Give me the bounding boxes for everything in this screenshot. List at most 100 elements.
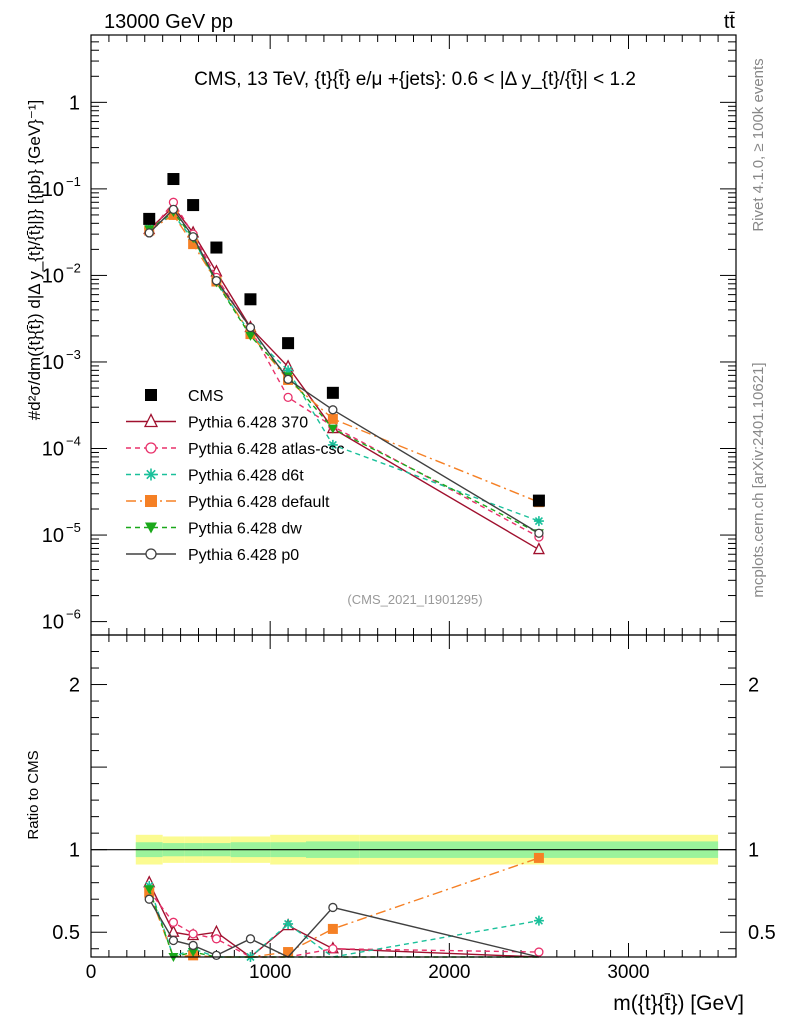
data-point: [327, 413, 338, 424]
data-point: [283, 918, 294, 929]
main-axes: 110−110−210−310−410−510−6: [42, 34, 736, 635]
y-tick-exponent: −4: [66, 434, 81, 449]
analysis-id: (CMS_2021_I1901295): [347, 592, 482, 607]
data-point: [144, 894, 154, 904]
data-point: [327, 439, 338, 450]
mcplots-label: mcplots.cern.ch [arXiv:2401.10621]: [750, 362, 767, 597]
header-left: 13000 GeV pp: [104, 11, 233, 33]
y-tick-exponent: −3: [66, 347, 81, 362]
data-point: [532, 494, 545, 507]
legend-label: Pythia 6.428 p0: [188, 547, 299, 564]
x-tick-label: 3000: [607, 962, 649, 983]
ratio-band: [91, 834, 736, 865]
ratio-series-line: [148, 890, 539, 958]
ratio-y-tick-label: 1: [69, 840, 80, 862]
data-point: [244, 293, 257, 306]
data-point: [245, 331, 256, 341]
legend-label: Pythia 6.428 default: [188, 494, 330, 511]
data-point: [210, 241, 223, 254]
legend-label: Pythia 6.428 dw: [188, 521, 302, 538]
data-point: [533, 852, 544, 863]
data-point: [283, 374, 293, 384]
data-point: [282, 337, 295, 350]
header-right: tt̄: [724, 11, 736, 33]
chart-title: CMS, 13 TeV, {t}{t̄} e/μ +{jets}: 0.6 < …: [194, 69, 636, 90]
main-panel: 110−110−210−310−410−510−6 CMS, 13 TeV, {…: [25, 34, 737, 636]
legend-label: Pythia 6.428 atlas-csc: [188, 441, 345, 458]
x-tick-label: 1000: [249, 962, 291, 983]
ratio-y-tick-label: 2: [69, 675, 80, 697]
data-point: [168, 204, 179, 215]
y-tick-exponent: −1: [66, 174, 81, 189]
y-tick-label: 10: [42, 525, 64, 547]
y-tick-label: 10: [42, 179, 64, 201]
data-point: [145, 548, 157, 560]
ratio-y-tick-label-right: 1: [748, 840, 759, 862]
data-point: [283, 392, 293, 403]
data-point: [534, 528, 544, 538]
data-point: [283, 365, 294, 376]
series-line: [148, 201, 540, 538]
data-point: [188, 948, 199, 958]
data-point: [188, 239, 199, 250]
data-point: [144, 885, 155, 895]
y-tick-label: 10: [42, 265, 64, 287]
data-point: [167, 173, 180, 186]
data-point: [328, 902, 338, 913]
data-point: [533, 516, 544, 527]
ratio-series-line: [148, 885, 540, 958]
data-point: [326, 386, 339, 399]
ratio-y-axis-label: Ratio to CMS: [25, 750, 42, 839]
data-point: [327, 424, 338, 434]
data-point: [168, 935, 179, 946]
legend-label: CMS: [188, 388, 224, 405]
data-point: [145, 522, 157, 534]
data-point: [143, 413, 159, 428]
series-line: [148, 211, 540, 534]
x-tick-label: 2000: [428, 962, 470, 983]
ratio-y-tick-label-right: 2: [748, 675, 759, 697]
ratio-series-line: [148, 889, 539, 958]
data-point: [168, 917, 179, 927]
main-series: [143, 173, 545, 555]
data-point: [328, 944, 338, 954]
y-tick-exponent: −6: [66, 607, 81, 622]
ratio-frame: [90, 634, 737, 958]
ratio-y-tick-label-right: 0.5: [748, 922, 776, 944]
data-point: [188, 940, 198, 951]
data-point: [143, 212, 156, 225]
data-point: [211, 934, 222, 944]
legend-label: Pythia 6.428 d6t: [188, 468, 304, 485]
data-point: [211, 950, 222, 960]
y-tick-exponent: −2: [66, 260, 81, 275]
data-point: [145, 495, 157, 507]
y-axis-label: #d²σ/dm({t}{t̄}) d|Δ y_{t}/{t̄}|}} [{pb}…: [25, 100, 44, 420]
y-tick-label: 10: [42, 612, 64, 634]
x-tick-label: 0: [86, 962, 97, 983]
data-point: [532, 542, 545, 555]
data-point: [144, 228, 154, 238]
y-tick-label: 1: [69, 92, 80, 114]
data-point: [188, 232, 198, 242]
main-frame: [90, 34, 737, 636]
ratio-series-line: [148, 857, 540, 958]
data-point: [245, 934, 256, 944]
legend-label: Pythia 6.428 370: [188, 415, 308, 432]
series-line: [148, 214, 540, 522]
ratio-y-tick-label: 0.5: [52, 922, 80, 944]
data-point: [245, 322, 256, 333]
data-point: [328, 405, 338, 415]
data-point: [145, 442, 157, 454]
ratio-axes: 0 1000 2000 3000 0.5 0.5 1 1 2 2: [52, 635, 776, 983]
data-point: [188, 929, 198, 939]
ratio-series: [143, 852, 544, 962]
data-point: [145, 468, 157, 481]
y-tick-label: 10: [42, 439, 64, 461]
y-tick-label: 10: [42, 352, 64, 374]
data-point: [533, 915, 544, 926]
data-point: [327, 923, 338, 934]
data-point: [283, 947, 294, 958]
ratio-series-line: [148, 882, 539, 958]
rivet-label: Rivet 4.1.0, ≥ 100k events: [750, 58, 767, 231]
